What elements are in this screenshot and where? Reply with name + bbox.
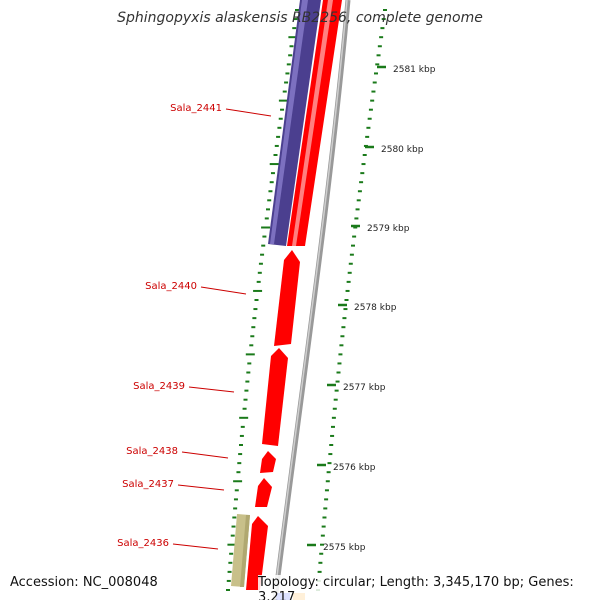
gene-label[interactable]: Sala_2440 — [145, 281, 197, 292]
gene-labels: Sala_2441 Sala_2440 Sala_2439 Sala_2438 Sala… — [117, 103, 272, 550]
gene-sala-2439[interactable] — [262, 348, 288, 446]
gene-sala-2441-highlight — [292, 0, 333, 246]
topology-label: Topology: circular; Length: 3,345,170 bp… — [258, 575, 600, 600]
gene-label-leader — [172, 543, 219, 550]
scale-tick-label: 2577 kbp — [343, 383, 386, 393]
gene-label-leader — [181, 451, 229, 459]
gene-label[interactable]: Sala_2437 — [122, 479, 174, 490]
scale-tick-label: 2579 kbp — [367, 224, 410, 234]
map-title: Sphingopyxis alaskensis RB2256, complete… — [117, 10, 483, 26]
scale-tick-label: 2575 kbp — [323, 543, 366, 553]
gene-label-leader — [188, 386, 235, 393]
gene-label-leader — [225, 108, 272, 117]
gc-content-track — [226, 9, 387, 591]
scale-tick-label: 2581 kbp — [393, 65, 436, 75]
gene-other-strand-highlight — [270, 0, 308, 244]
gene-sala-2438[interactable] — [260, 451, 276, 473]
gene-label-leader — [200, 286, 247, 295]
gene-sala-2440[interactable] — [274, 250, 300, 346]
gene-label[interactable]: Sala_2441 — [170, 103, 222, 114]
genome-backbone — [272, 0, 351, 600]
gene-rna-highlight — [240, 515, 250, 587]
scale-tick-label: 2576 kbp — [333, 463, 376, 473]
gene-features — [231, 0, 342, 600]
gene-label[interactable]: Sala_2436 — [117, 538, 169, 549]
gene-label[interactable]: Sala_2439 — [133, 381, 185, 392]
scale-ticks: 2581 kbp 2580 kbp 2579 kbp 2578 kbp 2577 kbp… — [307, 65, 436, 553]
gene-label[interactable]: Sala_2438 — [126, 446, 178, 457]
gene-label-leader — [177, 484, 225, 491]
gene-sala-2436[interactable] — [246, 516, 268, 590]
backbone-line — [272, 0, 351, 600]
accession-label: Accession: NC_008048 — [10, 575, 158, 590]
scale-tick-label: 2578 kbp — [354, 303, 397, 313]
backbone-line-highlight — [273, 0, 348, 600]
gene-sala-2437[interactable] — [255, 478, 272, 507]
scale-tick-label: 2580 kbp — [381, 145, 424, 155]
